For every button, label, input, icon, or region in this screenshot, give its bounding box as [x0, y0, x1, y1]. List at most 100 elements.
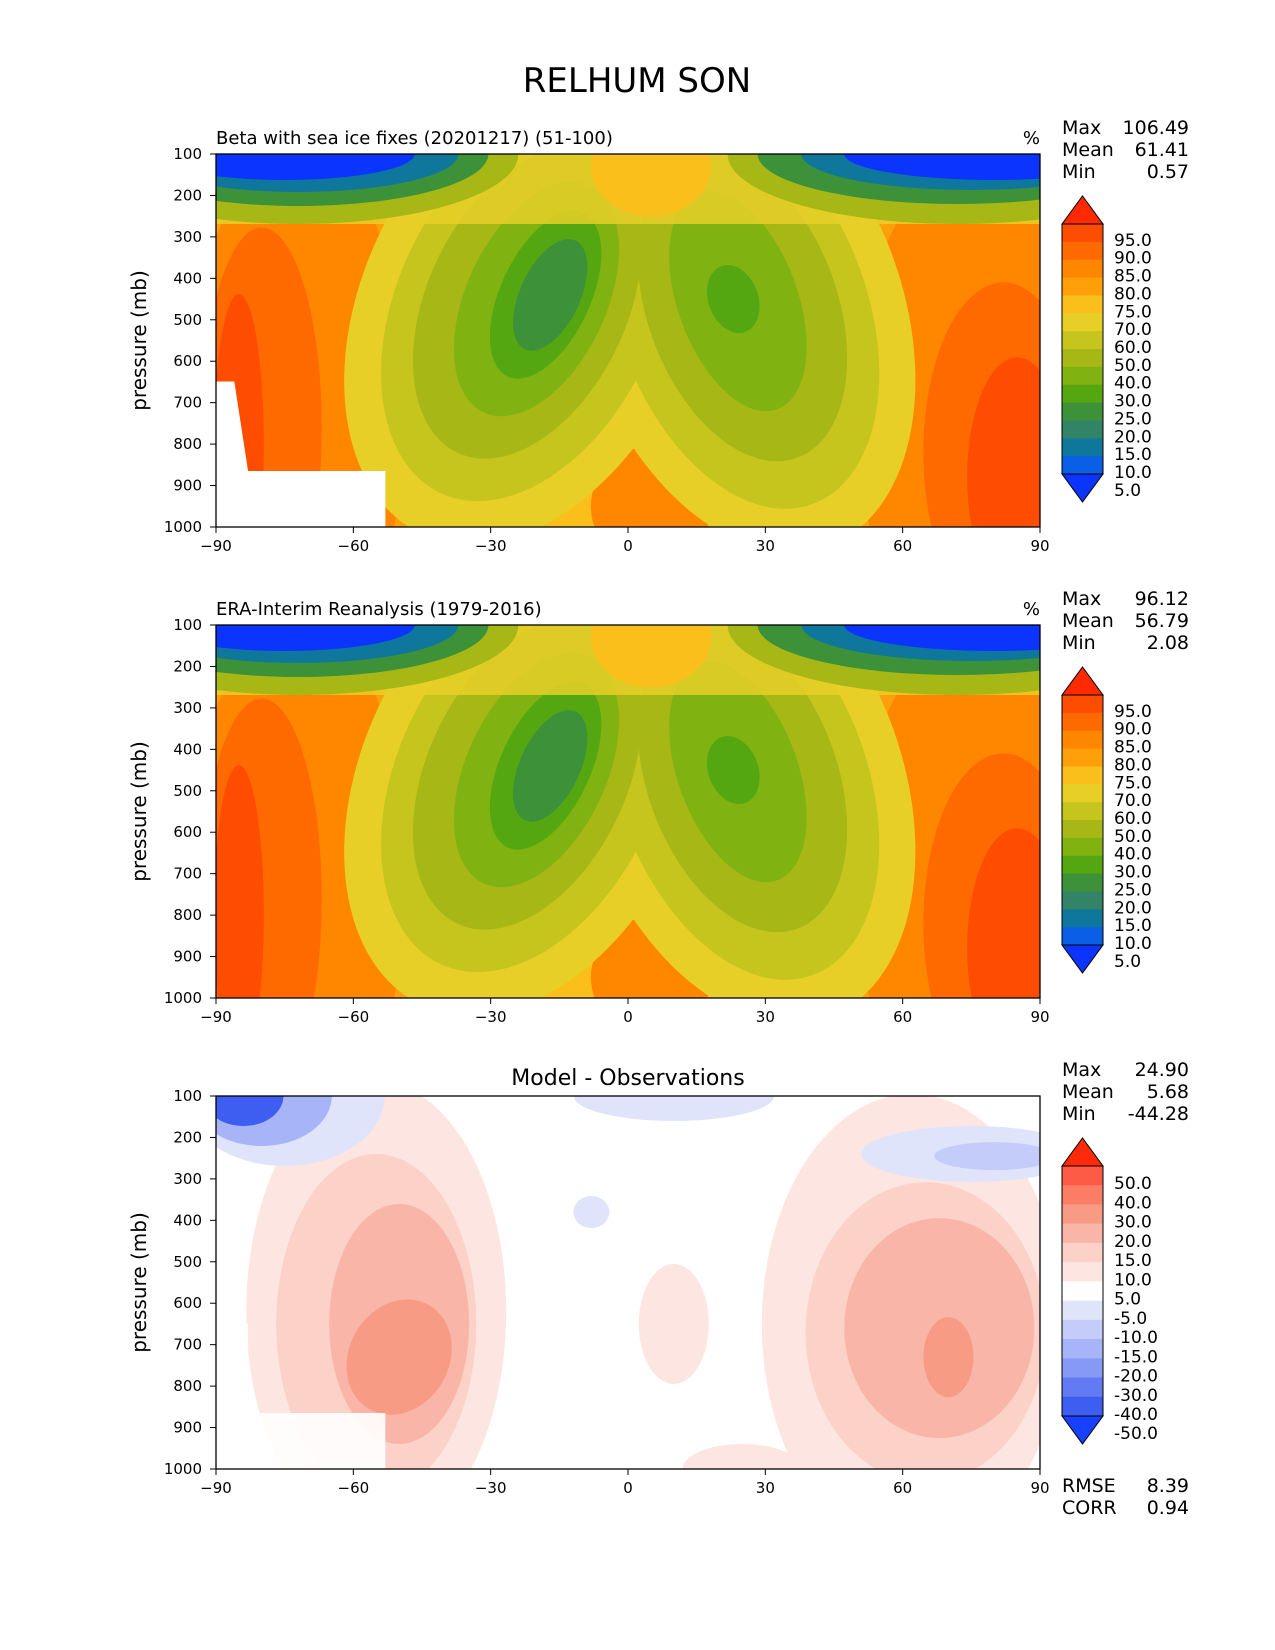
panel-diff: Model - Observations10020030040050060070…	[127, 1059, 1189, 1519]
panels: Beta with sea ice fixes (20201217) (51-1…	[127, 117, 1189, 1519]
colorbar-label: 20.0	[1114, 898, 1152, 918]
colorbar-segment	[1062, 927, 1103, 946]
colorbar-label: 60.0	[1114, 809, 1152, 829]
stat-value: 0.57	[1147, 161, 1189, 183]
contour-region	[216, 625, 415, 651]
colorbar-label: 5.0	[1114, 1290, 1141, 1310]
x-tick-label: 0	[623, 537, 633, 555]
missing-data-mask	[216, 1323, 386, 1469]
contour-region	[573, 1096, 774, 1121]
colorbar-segment	[1062, 1204, 1103, 1225]
y-tick-label: 300	[173, 699, 202, 717]
colorbar-label: 20.0	[1114, 427, 1152, 447]
colorbar-label: 60.0	[1114, 338, 1152, 358]
colorbar-label: 75.0	[1114, 302, 1152, 322]
x-tick-label: −30	[475, 1008, 507, 1026]
colorbar-label: 50.0	[1114, 1174, 1152, 1194]
colorbar-label: -40.0	[1114, 1405, 1158, 1425]
contour-field	[216, 625, 1040, 998]
y-tick-label: 500	[173, 1253, 202, 1271]
colorbar-segment	[1062, 259, 1103, 279]
colorbar-label: 70.0	[1114, 320, 1152, 340]
x-tick-label: 0	[623, 1479, 633, 1497]
y-tick-label: 600	[173, 352, 202, 370]
colorbar-label: 25.0	[1114, 409, 1152, 429]
colorbar-segment	[1062, 873, 1103, 892]
panel-obs: ERA-Interim Reanalysis (1979-2016) % 100 20…	[127, 588, 1189, 1026]
y-axis-label: pressure (mb)	[127, 741, 151, 882]
contour-region	[682, 1444, 803, 1469]
y-tick-label: 400	[173, 269, 202, 287]
x-tick-label: 60	[893, 1479, 912, 1497]
y-tick-label: 700	[173, 394, 202, 412]
colorbar-segment	[1062, 837, 1103, 857]
stat-label: Min	[1062, 1103, 1096, 1125]
contour-region	[216, 154, 415, 180]
contour-field	[216, 154, 1040, 527]
colorbar-label: 30.0	[1114, 863, 1152, 883]
colorbar-label: 40.0	[1114, 374, 1152, 394]
colorbar-label: 25.0	[1114, 880, 1152, 900]
contour-region	[923, 1317, 974, 1398]
x-tick-label: −60	[338, 1008, 370, 1026]
x-tick-label: −90	[200, 1479, 232, 1497]
y-tick-label: 1000	[164, 989, 202, 1007]
contour-region	[706, 736, 760, 805]
colorbar-segment	[1062, 402, 1103, 421]
colorbar-label: 30.0	[1114, 392, 1152, 412]
stat-value: 106.49	[1123, 117, 1189, 139]
missing-data-mask	[216, 381, 386, 527]
stat-label: Min	[1062, 161, 1096, 183]
figure-title: RELHUM SON	[523, 61, 751, 101]
stat-value: 5.68	[1147, 1081, 1189, 1103]
colorbar-segment	[1062, 784, 1103, 803]
stat-label: Min	[1062, 632, 1096, 654]
colorbar-segment	[1062, 1166, 1103, 1186]
colorbar-segment	[1062, 456, 1103, 475]
colorbar-segment	[1062, 1185, 1103, 1205]
colorbar-label: 5.0	[1114, 481, 1141, 501]
x-tick-label: 0	[623, 1008, 633, 1026]
units-label: %	[1023, 128, 1040, 149]
y-tick-label: 900	[173, 948, 202, 966]
stat-value: 96.12	[1135, 588, 1189, 610]
y-tick-label: 200	[173, 657, 202, 675]
colorbar-segment	[1062, 277, 1103, 296]
colorbar-label: 50.0	[1114, 827, 1152, 847]
colorbar-label: -50.0	[1114, 1424, 1158, 1444]
y-tick-label: 900	[173, 1419, 202, 1437]
y-tick-label: 100	[173, 616, 202, 634]
colorbar-segment	[1062, 313, 1103, 332]
y-tick-label: 1000	[164, 1460, 202, 1478]
colorbar-segment	[1062, 1377, 1103, 1398]
stat-label: Mean	[1062, 139, 1114, 161]
colorbar-segment	[1062, 1319, 1103, 1340]
colorbar-label: 10.0	[1114, 934, 1152, 954]
colorbar-segment	[1062, 1281, 1103, 1302]
colorbar-segment	[1062, 1223, 1103, 1244]
stat-value: 61.41	[1135, 139, 1189, 161]
y-tick-label: 1000	[164, 518, 202, 536]
colorbar-label: -15.0	[1114, 1347, 1158, 1367]
contour-region	[216, 765, 264, 998]
x-tick-label: 30	[756, 1479, 775, 1497]
x-tick-label: −60	[338, 1479, 370, 1497]
stat-label: Max	[1062, 588, 1101, 610]
y-tick-label: 200	[173, 1128, 202, 1146]
colorbar-label: -20.0	[1114, 1367, 1158, 1387]
y-tick-label: 500	[173, 782, 202, 800]
contour-field	[216, 1096, 1040, 1469]
colorbar-segment	[1062, 766, 1103, 785]
contour-region	[934, 1142, 1040, 1171]
stat-label: Mean	[1062, 1081, 1114, 1103]
contour-region	[706, 265, 760, 334]
colorbar-segment	[1062, 420, 1103, 439]
colorbar-top-extend	[1061, 666, 1104, 696]
stat-value: 56.79	[1135, 610, 1189, 632]
colorbar-segment	[1062, 295, 1103, 314]
colorbar-segment	[1062, 1358, 1103, 1379]
colorbar-segment	[1062, 891, 1103, 910]
units-label: %	[1023, 599, 1040, 620]
colorbar-segment	[1062, 855, 1103, 875]
